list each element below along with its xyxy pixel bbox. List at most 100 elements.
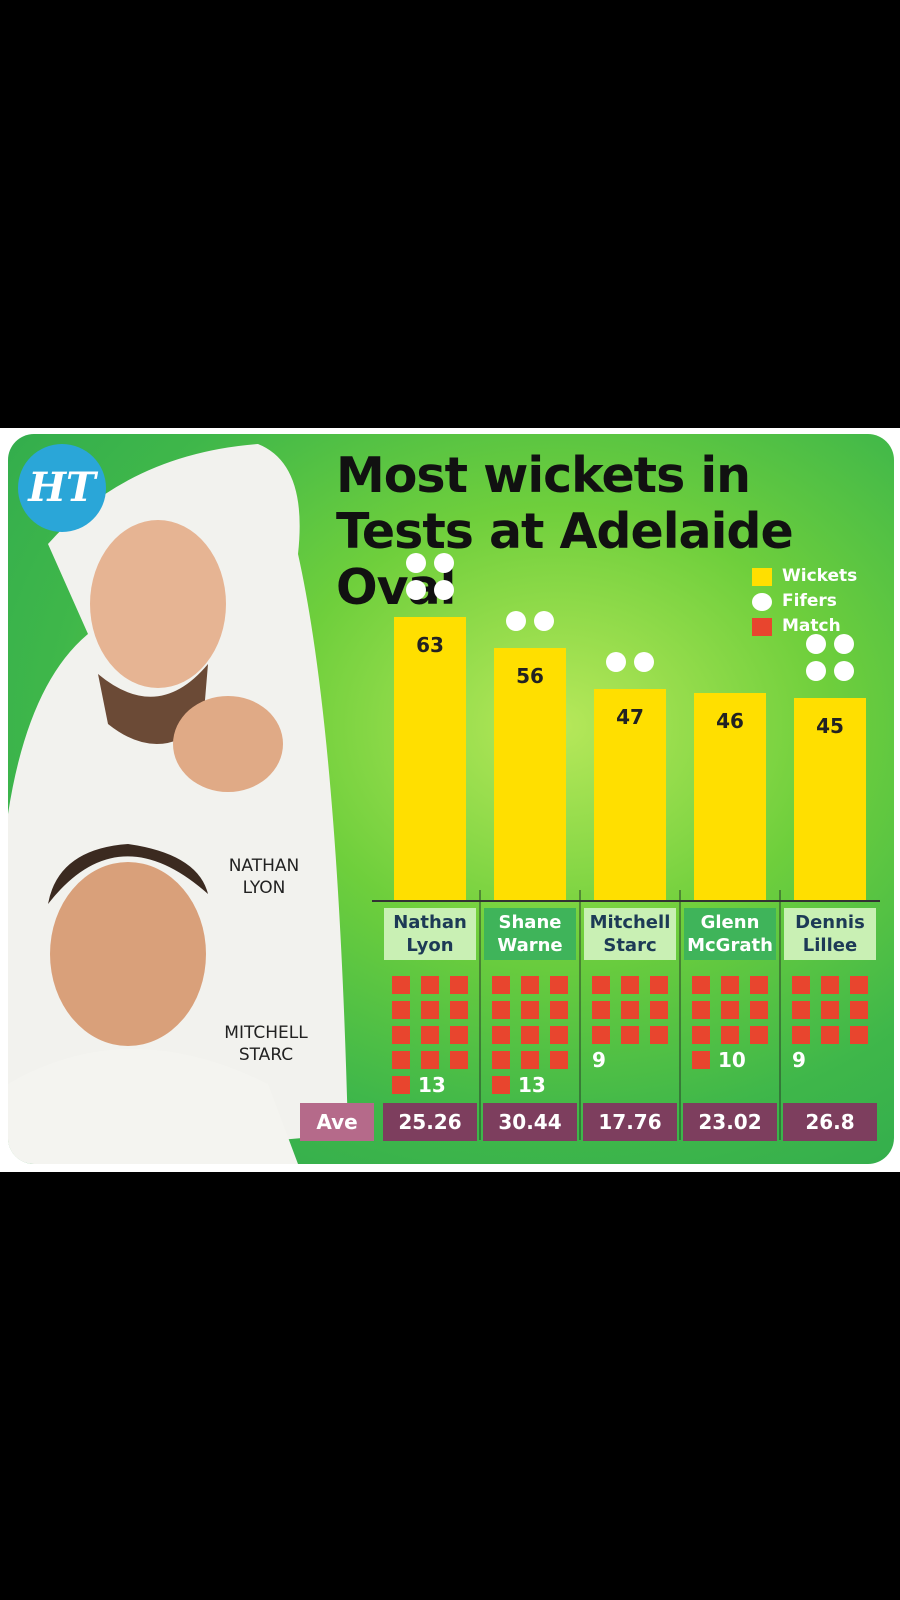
match-square	[550, 1001, 568, 1019]
match-square	[592, 1026, 610, 1044]
average: 25.26	[383, 1103, 477, 1141]
match-count: 9	[792, 1048, 806, 1072]
player-name: Mitchell Starc	[584, 908, 676, 960]
match-square	[850, 1026, 868, 1044]
match-square	[492, 976, 510, 994]
match-square	[692, 976, 710, 994]
match-square	[521, 1051, 539, 1069]
match-square	[692, 1001, 710, 1019]
match-square	[621, 976, 639, 994]
match-square	[721, 1001, 739, 1019]
match-square	[392, 1051, 410, 1069]
fifer-dot	[406, 552, 426, 573]
fifer-dot	[534, 611, 554, 631]
match-square	[792, 976, 810, 994]
match-square	[550, 1051, 568, 1069]
match-count: 9	[592, 1048, 606, 1072]
column-divider	[679, 890, 681, 1140]
photo-label: NATHAN LYON	[228, 856, 300, 898]
match-square	[421, 1051, 439, 1069]
fifer-dot	[434, 579, 454, 600]
average: 26.8	[783, 1103, 877, 1141]
match-square	[392, 1001, 410, 1019]
photo	[8, 444, 348, 1164]
match-square	[792, 1001, 810, 1019]
match-square	[550, 1026, 568, 1044]
logo: HT	[18, 444, 106, 532]
match-square	[450, 1051, 468, 1069]
photo-label: MITCHELL STARC	[224, 1023, 308, 1065]
fifer-dot	[806, 633, 826, 654]
match-square	[692, 1026, 710, 1044]
bar-value: 47	[616, 704, 644, 729]
legend-label: Match	[782, 616, 841, 636]
player-name: Dennis Lillee	[784, 908, 876, 960]
match-square	[721, 976, 739, 994]
match-square	[392, 976, 410, 994]
match-square	[492, 1051, 510, 1069]
bar-value: 63	[416, 632, 444, 657]
average: 30.44	[483, 1103, 577, 1141]
match-square	[850, 976, 868, 994]
match-square	[750, 976, 768, 994]
fifer-dot	[434, 552, 454, 573]
fifer-dot	[806, 660, 826, 681]
average: 23.02	[683, 1103, 777, 1141]
match-square	[650, 976, 668, 994]
match-square	[692, 1051, 710, 1069]
fifer-dot	[406, 579, 426, 600]
match-square	[821, 1026, 839, 1044]
match-square	[750, 1001, 768, 1019]
bar	[394, 616, 466, 900]
match-square	[521, 1001, 539, 1019]
match-square	[450, 1026, 468, 1044]
match-square	[392, 1076, 410, 1094]
legend-swatch	[752, 593, 772, 611]
match-square	[521, 976, 539, 994]
hand	[173, 696, 283, 792]
player-name: Shane Warne	[484, 908, 576, 960]
legend-label: Wickets	[782, 566, 858, 586]
fifer-dot	[606, 651, 626, 672]
fifer-dot	[506, 611, 526, 631]
match-square	[492, 1026, 510, 1044]
fifer-dot	[834, 660, 854, 681]
column-divider	[579, 890, 581, 1140]
match-square	[550, 976, 568, 994]
bar	[594, 688, 666, 900]
match-square	[492, 1076, 510, 1094]
fifer-dot	[834, 633, 854, 654]
match-square	[592, 976, 610, 994]
legend-swatch	[752, 618, 772, 636]
player-name: Glenn McGrath	[684, 908, 776, 960]
bar	[494, 648, 566, 900]
match-square	[450, 976, 468, 994]
face	[90, 520, 226, 688]
match-square	[621, 1026, 639, 1044]
bar-value: 56	[516, 664, 544, 688]
match-square	[650, 1001, 668, 1019]
match-count: 13	[418, 1073, 446, 1097]
match-square	[521, 1026, 539, 1044]
fifer-dot	[634, 651, 654, 672]
bar-value: 46	[716, 709, 744, 733]
match-square	[850, 1001, 868, 1019]
match-square	[421, 1001, 439, 1019]
bar	[794, 697, 866, 900]
bar	[694, 693, 766, 900]
match-square	[392, 1026, 410, 1044]
match-square	[450, 1001, 468, 1019]
column-divider	[779, 890, 781, 1140]
face-2	[50, 862, 206, 1046]
match-square	[421, 976, 439, 994]
match-square	[621, 1001, 639, 1019]
player-name: Nathan Lyon	[384, 908, 476, 960]
column-divider	[479, 890, 481, 1140]
legend-label: Fifers	[782, 591, 837, 611]
match-square	[650, 1026, 668, 1044]
match-square	[750, 1026, 768, 1044]
average-label: Ave	[300, 1103, 374, 1141]
match-square	[721, 1026, 739, 1044]
axis-line	[372, 900, 880, 902]
